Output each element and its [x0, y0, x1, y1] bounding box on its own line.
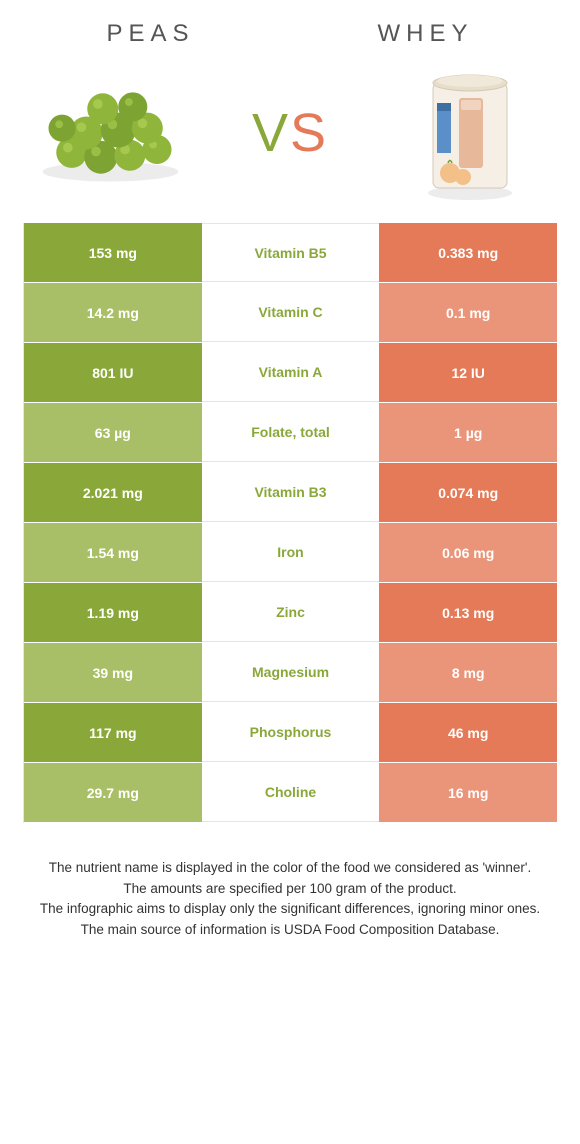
right-value: 0.06 mg	[379, 523, 557, 582]
nutrient-name: Vitamin C	[202, 283, 380, 342]
table-row: 14.2 mgVitamin C0.1 mg	[24, 283, 557, 343]
peas-image	[30, 68, 190, 198]
right-value: 0.383 mg	[379, 223, 557, 282]
whey-icon	[415, 63, 525, 203]
nutrient-name: Phosphorus	[202, 703, 380, 762]
left-value: 39 mg	[24, 643, 202, 702]
right-value: 46 mg	[379, 703, 557, 762]
peas-icon	[33, 78, 188, 188]
nutrient-name: Iron	[202, 523, 380, 582]
header: PEAS WHEY	[15, 20, 565, 48]
nutrient-name: Vitamin B3	[202, 463, 380, 522]
header-left-label: PEAS	[106, 20, 194, 48]
table-row: 1.19 mgZinc0.13 mg	[24, 583, 557, 643]
right-value: 8 mg	[379, 643, 557, 702]
comparison-table: 153 mgVitamin B50.383 mg14.2 mgVitamin C…	[23, 223, 557, 823]
right-value: 0.1 mg	[379, 283, 557, 342]
left-value: 1.19 mg	[24, 583, 202, 642]
whey-image	[390, 68, 550, 198]
left-value: 14.2 mg	[24, 283, 202, 342]
table-row: 801 IUVitamin A12 IU	[24, 343, 557, 403]
table-row: 39 mgMagnesium8 mg	[24, 643, 557, 703]
nutrient-name: Folate, total	[202, 403, 380, 462]
nutrient-name: Vitamin B5	[202, 223, 380, 282]
table-row: 1.54 mgIron0.06 mg	[24, 523, 557, 583]
left-value: 153 mg	[24, 223, 202, 282]
right-value: 16 mg	[379, 763, 557, 822]
left-value: 801 IU	[24, 343, 202, 402]
right-value: 12 IU	[379, 343, 557, 402]
footer-line: The infographic aims to display only the…	[35, 899, 545, 919]
right-value: 1 µg	[379, 403, 557, 462]
nutrient-name: Magnesium	[202, 643, 380, 702]
left-value: 29.7 mg	[24, 763, 202, 822]
vs-v: V	[252, 103, 290, 163]
vs-label: VS	[252, 102, 328, 164]
table-row: 117 mgPhosphorus46 mg	[24, 703, 557, 763]
left-value: 117 mg	[24, 703, 202, 762]
table-row: 2.021 mgVitamin B30.074 mg	[24, 463, 557, 523]
nutrient-name: Zinc	[202, 583, 380, 642]
footer-line: The nutrient name is displayed in the co…	[35, 858, 545, 878]
footer-line: The amounts are specified per 100 gram o…	[35, 879, 545, 899]
right-value: 0.074 mg	[379, 463, 557, 522]
header-right-label: WHEY	[378, 20, 474, 48]
left-value: 63 µg	[24, 403, 202, 462]
vs-s: S	[290, 103, 328, 163]
table-row: 29.7 mgCholine16 mg	[24, 763, 557, 823]
nutrient-name: Choline	[202, 763, 380, 822]
table-row: 153 mgVitamin B50.383 mg	[24, 223, 557, 283]
right-value: 0.13 mg	[379, 583, 557, 642]
left-value: 2.021 mg	[24, 463, 202, 522]
footer-line: The main source of information is USDA F…	[35, 920, 545, 940]
footer-notes: The nutrient name is displayed in the co…	[15, 858, 565, 939]
left-value: 1.54 mg	[24, 523, 202, 582]
nutrient-name: Vitamin A	[202, 343, 380, 402]
table-row: 63 µgFolate, total1 µg	[24, 403, 557, 463]
images-row: VS	[15, 68, 565, 198]
